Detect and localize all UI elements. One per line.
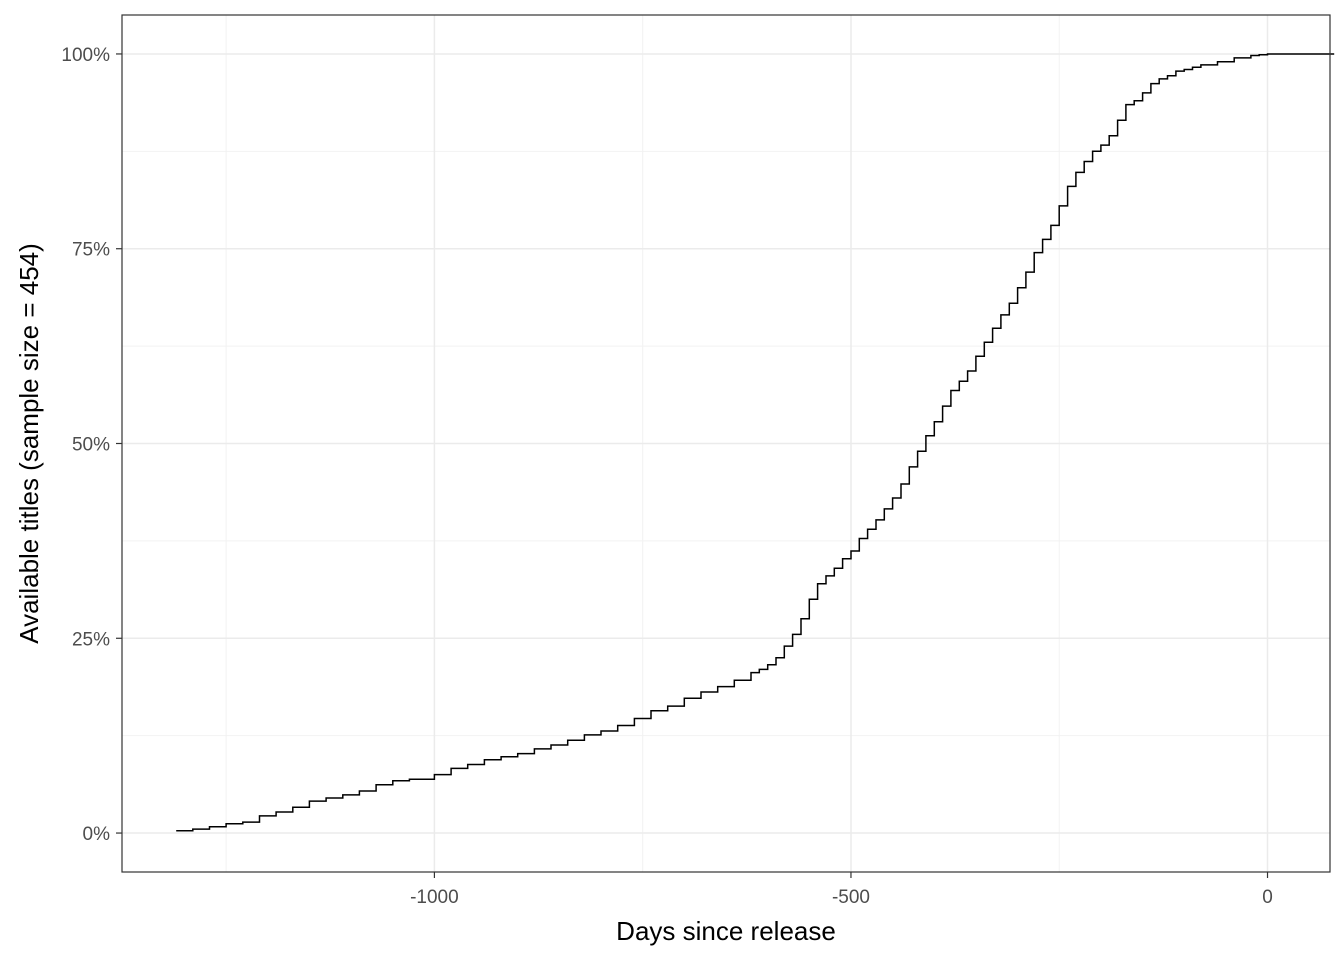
y-tick-label: 0% (83, 824, 111, 845)
y-tick-label: 25% (72, 629, 110, 650)
x-tick-label: -500 (832, 887, 870, 908)
x-tick-label: -1000 (410, 887, 459, 908)
series-layer (176, 53, 1335, 832)
y-tick-label: 50% (72, 435, 110, 456)
y-axis-title: Available titles (sample size = 454) (14, 243, 44, 644)
y-tick-label: 100% (61, 45, 110, 66)
y-tick-label: 75% (72, 240, 110, 261)
grid-lines (122, 15, 1330, 872)
x-tick-label: 0 (1262, 887, 1273, 908)
x-axis-title: Days since release (616, 916, 836, 946)
axes: -1000 -500 0 0% 25% 50% 75% 100% (61, 45, 1272, 908)
series-line (176, 53, 1335, 832)
